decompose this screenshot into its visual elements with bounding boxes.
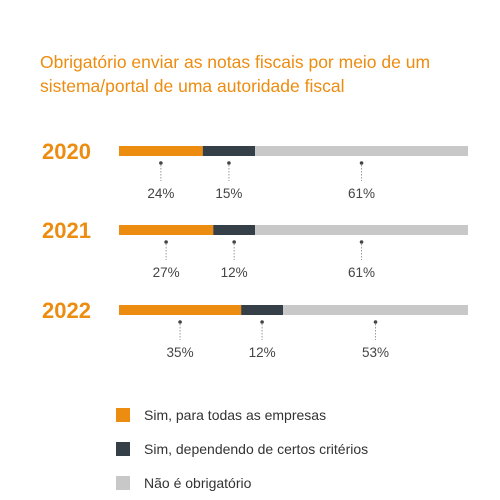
year-label-2021: 2021 bbox=[42, 218, 91, 243]
data-label-2020-s1: 24% bbox=[147, 186, 174, 201]
bar-segment-2021-s1 bbox=[119, 225, 214, 235]
legend-swatch-nao-obrigatorio bbox=[116, 476, 130, 490]
bar-segment-2020-s2 bbox=[202, 146, 256, 156]
legend-label-sim-todas: Sim, para todas as empresas bbox=[144, 407, 327, 423]
data-label-2021-s2: 12% bbox=[221, 265, 248, 280]
data-label-2022-s1: 35% bbox=[167, 345, 194, 360]
chart-legend: Sim, para todas as empresas Sim, depende… bbox=[116, 398, 368, 500]
legend-item-sim-criterios: Sim, dependendo de certos critérios bbox=[116, 432, 368, 466]
label-pointer-dot-2021-s1 bbox=[164, 240, 168, 244]
label-pointer-dot-2022-s1 bbox=[178, 320, 182, 324]
label-pointer-dot-2020-s1 bbox=[159, 161, 163, 165]
chart-title-line-2: sistema/portal de uma autoridade fiscal bbox=[40, 76, 345, 96]
label-pointer-dot-2022-s3 bbox=[373, 320, 378, 324]
bar-segment-2022-s2 bbox=[241, 305, 284, 315]
bar-segment-2021-s3 bbox=[255, 225, 468, 235]
data-label-2021-s1: 27% bbox=[153, 265, 180, 280]
chart-title: Obrigatório enviar as notas fiscais por … bbox=[40, 50, 480, 98]
data-label-2022-s2: 12% bbox=[249, 345, 276, 360]
label-pointer-dot-2021-s2 bbox=[232, 240, 236, 244]
legend-label-nao-obrigatorio: Não é obrigatório bbox=[144, 475, 252, 491]
data-label-2020-s2: 15% bbox=[215, 186, 242, 201]
bar-segment-2020-s1 bbox=[119, 146, 203, 156]
bar-segment-2021-s2 bbox=[213, 225, 256, 235]
legend-item-sim-todas: Sim, para todas as empresas bbox=[116, 398, 368, 432]
year-label-2020: 2020 bbox=[42, 139, 91, 164]
label-pointer-dot-2021-s3 bbox=[359, 240, 364, 244]
legend-label-sim-criterios: Sim, dependendo de certos critérios bbox=[144, 441, 369, 457]
data-label-2022-s3: 53% bbox=[362, 345, 389, 360]
label-pointer-dot-2022-s2 bbox=[260, 320, 264, 324]
legend-item-nao-obrigatorio: Não é obrigatório bbox=[116, 466, 368, 500]
label-pointer-dot-2020-s3 bbox=[359, 161, 364, 165]
bar-segment-2020-s3 bbox=[255, 146, 468, 156]
bar-segment-2022-s3 bbox=[283, 305, 468, 315]
bar-segment-2022-s1 bbox=[119, 305, 242, 315]
legend-swatch-sim-todas bbox=[116, 408, 130, 422]
chart-title-line-1: Obrigatório enviar as notas fiscais por … bbox=[40, 52, 431, 72]
data-label-2021-s3: 61% bbox=[348, 265, 375, 280]
legend-swatch-sim-criterios bbox=[116, 442, 130, 456]
data-label-2020-s3: 61% bbox=[348, 186, 375, 201]
year-label-2022: 2022 bbox=[42, 298, 91, 323]
stacked-bar-chart: 2020 24% 15% 61% 2021 27% 12% 61% 2022 35% 12% 53% bbox=[42, 139, 468, 360]
label-pointer-dot-2020-s2 bbox=[227, 161, 231, 165]
